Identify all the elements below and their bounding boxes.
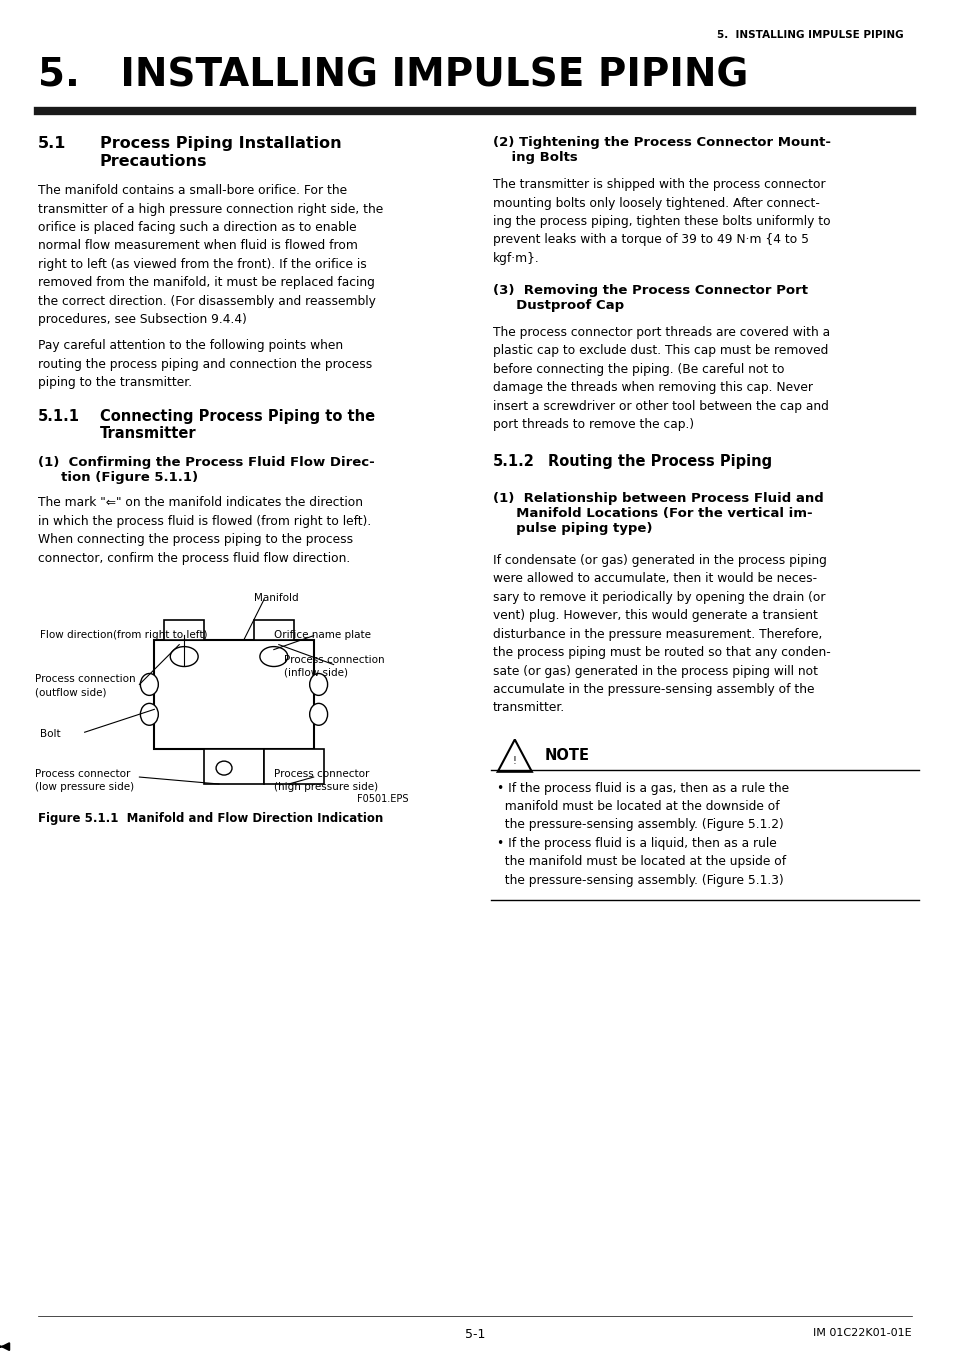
Text: the manifold must be located at the upside of: the manifold must be located at the upsi… bbox=[497, 855, 785, 869]
Text: The mark "⇐" on the manifold indicates the direction: The mark "⇐" on the manifold indicates t… bbox=[38, 496, 362, 509]
Bar bbox=[264, 750, 323, 784]
Text: (inflow side): (inflow side) bbox=[283, 667, 348, 677]
Text: 5.1.1: 5.1.1 bbox=[38, 408, 80, 424]
Text: sary to remove it periodically by opening the drain (or: sary to remove it periodically by openin… bbox=[493, 590, 824, 604]
Text: orifice is placed facing such a direction as to enable: orifice is placed facing such a directio… bbox=[38, 222, 356, 234]
Text: Figure 5.1.1  Manifold and Flow Direction Indication: Figure 5.1.1 Manifold and Flow Direction… bbox=[38, 812, 383, 825]
Text: routing the process piping and connection the process: routing the process piping and connectio… bbox=[38, 358, 372, 370]
Text: 5.   INSTALLING IMPULSE PIPING: 5. INSTALLING IMPULSE PIPING bbox=[38, 57, 747, 95]
Text: mounting bolts only loosely tightened. After connect-: mounting bolts only loosely tightened. A… bbox=[493, 196, 819, 209]
Text: before connecting the piping. (Be careful not to: before connecting the piping. (Be carefu… bbox=[493, 363, 783, 376]
Text: procedures, see Subsection 9.4.4): procedures, see Subsection 9.4.4) bbox=[38, 313, 247, 326]
Text: (2) Tightening the Process Connector Mount-
    ing Bolts: (2) Tightening the Process Connector Mou… bbox=[493, 136, 830, 165]
Text: sate (or gas) generated in the process piping will not: sate (or gas) generated in the process p… bbox=[493, 665, 817, 678]
Text: transmitter.: transmitter. bbox=[493, 701, 564, 715]
Text: (low pressure side): (low pressure side) bbox=[35, 782, 133, 792]
Ellipse shape bbox=[140, 674, 158, 696]
Text: Bolt: Bolt bbox=[40, 730, 60, 739]
Text: damage the threads when removing this cap. Never: damage the threads when removing this ca… bbox=[493, 381, 812, 394]
Bar bbox=[164, 620, 204, 639]
Bar bbox=[204, 750, 264, 784]
Ellipse shape bbox=[310, 674, 327, 696]
Text: transmitter of a high pressure connection right side, the: transmitter of a high pressure connectio… bbox=[38, 203, 383, 216]
Text: (1)  Relationship between Process Fluid and
     Manifold Locations (For the ver: (1) Relationship between Process Fluid a… bbox=[493, 492, 822, 535]
Text: • If the process fluid is a gas, then as a rule the: • If the process fluid is a gas, then as… bbox=[497, 781, 788, 794]
Text: Process connection: Process connection bbox=[35, 674, 135, 685]
Text: in which the process fluid is flowed (from right to left).: in which the process fluid is flowed (fr… bbox=[38, 515, 371, 528]
Text: Routing the Process Piping: Routing the Process Piping bbox=[547, 454, 771, 469]
Text: Process connection: Process connection bbox=[283, 655, 384, 665]
Text: (3)  Removing the Process Connector Port
     Dustproof Cap: (3) Removing the Process Connector Port … bbox=[493, 284, 807, 312]
Text: The transmitter is shipped with the process connector: The transmitter is shipped with the proc… bbox=[493, 178, 824, 190]
Text: Manifold: Manifold bbox=[253, 593, 298, 603]
Text: If condensate (or gas) generated in the process piping: If condensate (or gas) generated in the … bbox=[493, 554, 826, 567]
Text: Flow direction(from right to left): Flow direction(from right to left) bbox=[40, 630, 207, 639]
Text: plastic cap to exclude dust. This cap must be removed: plastic cap to exclude dust. This cap mu… bbox=[493, 345, 827, 358]
Text: Connecting Process Piping to the
Transmitter: Connecting Process Piping to the Transmi… bbox=[99, 408, 375, 440]
Text: right to left (as viewed from the front). If the orifice is: right to left (as viewed from the front)… bbox=[38, 258, 366, 270]
Text: the pressure-sensing assembly. (Figure 5.1.3): the pressure-sensing assembly. (Figure 5… bbox=[497, 874, 782, 886]
Text: Orifice name plate: Orifice name plate bbox=[274, 630, 371, 639]
Text: Process connector: Process connector bbox=[35, 769, 131, 780]
Text: normal flow measurement when fluid is flowed from: normal flow measurement when fluid is fl… bbox=[38, 239, 357, 253]
Text: 5.1.2: 5.1.2 bbox=[493, 454, 535, 469]
Text: 5.  INSTALLING IMPULSE PIPING: 5. INSTALLING IMPULSE PIPING bbox=[717, 30, 902, 39]
Text: prevent leaks with a torque of 39 to 49 N·m {4 to 5: prevent leaks with a torque of 39 to 49 … bbox=[493, 234, 808, 246]
Text: disturbance in the pressure measurement. Therefore,: disturbance in the pressure measurement.… bbox=[493, 628, 821, 640]
Bar bbox=[253, 620, 294, 639]
Bar bbox=[154, 639, 314, 750]
Ellipse shape bbox=[259, 647, 288, 666]
Ellipse shape bbox=[170, 647, 198, 666]
Text: The manifold contains a small-bore orifice. For the: The manifold contains a small-bore orifi… bbox=[38, 184, 347, 197]
Text: 5.1: 5.1 bbox=[38, 136, 66, 151]
Text: kgf·m}.: kgf·m}. bbox=[493, 251, 539, 265]
Text: manifold must be located at the downside of: manifold must be located at the downside… bbox=[497, 800, 779, 813]
Text: When connecting the process piping to the process: When connecting the process piping to th… bbox=[38, 534, 353, 546]
Text: ing the process piping, tighten these bolts uniformly to: ing the process piping, tighten these bo… bbox=[493, 215, 830, 228]
Text: the pressure-sensing assembly. (Figure 5.1.2): the pressure-sensing assembly. (Figure 5… bbox=[497, 819, 782, 831]
Text: accumulate in the pressure-sensing assembly of the: accumulate in the pressure-sensing assem… bbox=[493, 684, 814, 696]
Text: (1)  Confirming the Process Fluid Flow Direc-
     tion (Figure 5.1.1): (1) Confirming the Process Fluid Flow Di… bbox=[38, 457, 375, 485]
Text: the correct direction. (For disassembly and reassembly: the correct direction. (For disassembly … bbox=[38, 295, 375, 308]
Text: IM 01C22K01-01E: IM 01C22K01-01E bbox=[813, 1328, 911, 1339]
Text: !: ! bbox=[513, 757, 517, 766]
Text: NOTE: NOTE bbox=[544, 747, 589, 763]
Ellipse shape bbox=[140, 704, 158, 725]
Text: Process Piping Installation
Precautions: Process Piping Installation Precautions bbox=[99, 136, 341, 169]
Text: 5-1: 5-1 bbox=[464, 1328, 485, 1342]
Text: (outflow side): (outflow side) bbox=[35, 688, 106, 697]
Polygon shape bbox=[497, 739, 532, 771]
Text: Pay careful attention to the following points when: Pay careful attention to the following p… bbox=[38, 339, 343, 353]
Text: port threads to remove the cap.): port threads to remove the cap.) bbox=[493, 417, 693, 431]
Text: the process piping must be routed so that any conden-: the process piping must be routed so tha… bbox=[493, 646, 830, 659]
Text: F0501.EPS: F0501.EPS bbox=[356, 794, 408, 804]
Text: vent) plug. However, this would generate a transient: vent) plug. However, this would generate… bbox=[493, 609, 817, 623]
Text: piping to the transmitter.: piping to the transmitter. bbox=[38, 377, 192, 389]
Text: connector, confirm the process fluid flow direction.: connector, confirm the process fluid flo… bbox=[38, 551, 350, 565]
Text: • If the process fluid is a liquid, then as a rule: • If the process fluid is a liquid, then… bbox=[497, 836, 776, 850]
Text: insert a screwdriver or other tool between the cap and: insert a screwdriver or other tool betwe… bbox=[493, 400, 828, 412]
Ellipse shape bbox=[215, 761, 232, 775]
Text: Process connector: Process connector bbox=[274, 769, 369, 780]
Text: were allowed to accumulate, then it would be neces-: were allowed to accumulate, then it woul… bbox=[493, 573, 816, 585]
Text: (high pressure side): (high pressure side) bbox=[274, 782, 377, 792]
Text: The process connector port threads are covered with a: The process connector port threads are c… bbox=[493, 326, 829, 339]
Text: removed from the manifold, it must be replaced facing: removed from the manifold, it must be re… bbox=[38, 276, 375, 289]
Ellipse shape bbox=[310, 704, 327, 725]
